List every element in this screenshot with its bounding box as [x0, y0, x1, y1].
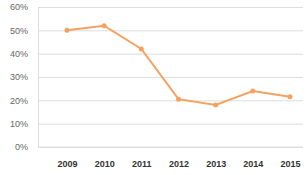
grid-line — [38, 7, 303, 8]
y-tick-label: 0% — [15, 142, 28, 152]
x-axis: 2009 2010 2011 2012 2013 2014 2015 — [38, 147, 303, 169]
y-tick-label: 50% — [10, 26, 28, 36]
grid-line — [38, 147, 303, 148]
marker — [176, 97, 181, 102]
x-tick: 2011 — [132, 147, 152, 169]
x-tick: 2009 — [57, 147, 77, 169]
x-tick: 2015 — [280, 147, 300, 169]
x-tick-label: 2015 — [280, 159, 300, 169]
x-tick: 2013 — [206, 147, 226, 169]
marker — [288, 94, 293, 99]
x-tick: 2012 — [169, 147, 189, 169]
marker — [102, 23, 107, 28]
grid-line — [38, 77, 303, 78]
marker — [139, 47, 144, 52]
y-tick: 50% — [10, 26, 303, 36]
y-tick: 0% — [15, 142, 303, 152]
x-tick-label: 2013 — [206, 159, 226, 169]
grid-line — [38, 30, 303, 31]
y-tick: 20% — [10, 96, 303, 106]
y-tick: 60% — [10, 2, 303, 12]
x-axis-line — [38, 147, 303, 148]
grid-line — [38, 54, 303, 55]
x-tick-label: 2010 — [95, 159, 115, 169]
x-tick: 2010 — [95, 147, 115, 169]
y-tick: 40% — [10, 49, 303, 59]
x-tick: 2014 — [243, 147, 263, 169]
x-tick-label: 2011 — [132, 159, 152, 169]
y-tick-label: 10% — [10, 119, 28, 129]
grid-line — [38, 100, 303, 101]
x-tick-label: 2014 — [243, 159, 263, 169]
y-axis: 0% 10% 20% 30% 40% 50% 60% — [10, 2, 303, 152]
x-tick-label: 2009 — [57, 159, 77, 169]
line — [67, 26, 290, 105]
y-tick-label: 60% — [10, 2, 28, 12]
y-tick-label: 20% — [10, 96, 28, 106]
marker — [250, 89, 255, 94]
y-tick-label: 30% — [10, 72, 28, 82]
y-tick: 10% — [10, 119, 303, 129]
plot-area — [65, 23, 293, 107]
y-tick: 30% — [10, 72, 303, 82]
grid-line — [38, 124, 303, 125]
marker — [65, 28, 70, 33]
y-tick-label: 40% — [10, 49, 28, 59]
chart: 0% 10% 20% 30% 40% 50% 60% 2009 2010 2011 2012 2013… — [0, 0, 307, 175]
marker — [213, 103, 218, 108]
x-tick-label: 2012 — [169, 159, 189, 169]
